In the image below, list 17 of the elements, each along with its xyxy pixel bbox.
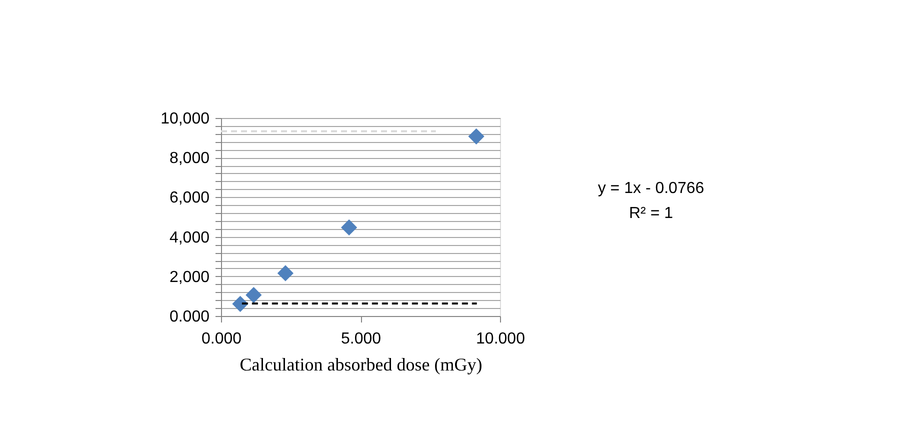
y-tick-label: 4,000 — [169, 229, 210, 246]
point — [232, 296, 248, 312]
x-tick-label: 5.000 — [340, 330, 382, 348]
x-tick-label: 10.000 — [476, 330, 526, 348]
y-tick-label: 2,000 — [169, 268, 210, 286]
point — [277, 265, 294, 282]
text: R² = 1 — [628, 205, 674, 222]
x-tick-label: 0.000 — [201, 330, 242, 348]
y-tick-label: 6,000 — [169, 190, 210, 207]
point — [468, 128, 484, 144]
x-axis-title: Calculation absorbed dose (mGy) — [240, 354, 482, 374]
point — [246, 286, 262, 304]
y-tick-label: 0.000 — [169, 308, 210, 326]
text: y = 1x - 0.0766 — [598, 180, 704, 197]
y-tick-label: 10,000 — [160, 110, 210, 128]
point — [341, 219, 358, 236]
y-tick-label: 8,000 — [169, 150, 210, 168]
